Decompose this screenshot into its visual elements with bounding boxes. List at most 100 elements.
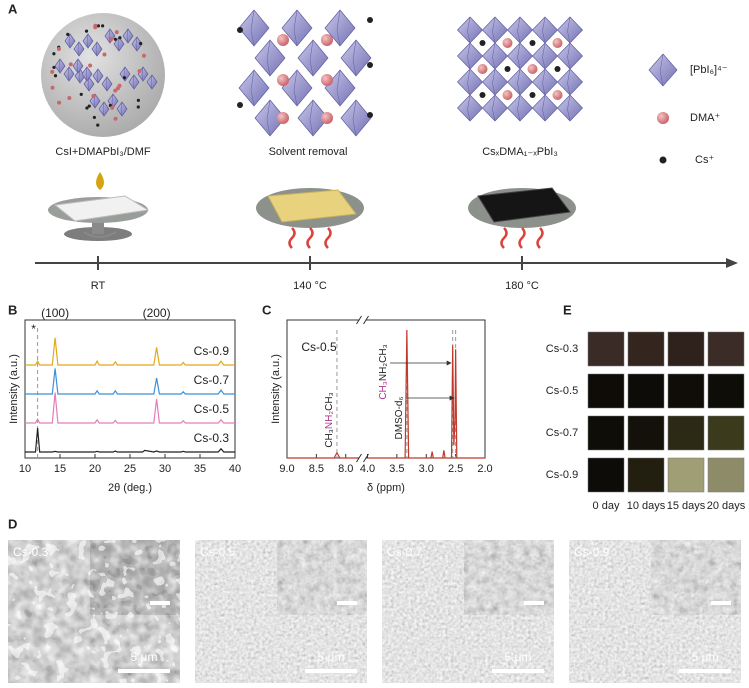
cs-ion xyxy=(85,30,88,33)
octahedron xyxy=(508,43,533,69)
column-label: 20 days xyxy=(707,500,746,512)
dma-ion xyxy=(503,90,513,100)
legend-icon xyxy=(649,54,677,86)
legend-icon xyxy=(657,112,669,124)
timeline-arrow xyxy=(726,258,738,268)
cs-ion xyxy=(66,33,69,36)
x-tick-label: 4.0 xyxy=(360,463,375,475)
film-photo xyxy=(708,416,744,450)
x-axis-label: 2θ (deg.) xyxy=(108,482,152,494)
x-tick-label: 8.5 xyxy=(309,463,324,475)
octahedron xyxy=(483,95,508,121)
peak-annotation: (100) xyxy=(41,306,69,320)
dma-ion xyxy=(109,37,113,41)
octahedron xyxy=(483,69,508,95)
panel-label: E xyxy=(563,302,572,317)
cs-ion xyxy=(52,52,55,55)
spin-coater xyxy=(48,172,148,241)
cs-ion xyxy=(114,38,117,41)
image-label: Cs-0.9 xyxy=(574,545,610,559)
dma-ion xyxy=(93,24,97,28)
cs-ion xyxy=(123,76,126,79)
octahedron xyxy=(533,17,558,43)
octahedron xyxy=(341,40,371,76)
x-tick-label: 40 xyxy=(229,463,241,475)
image-label: Cs-0.5 xyxy=(200,545,236,559)
cs-ion xyxy=(54,74,57,77)
panel-label: D xyxy=(8,516,17,531)
peak-annotation: * xyxy=(31,322,36,336)
x-tick-label: 2.0 xyxy=(477,463,492,475)
cs-ion xyxy=(555,66,561,72)
dma-ion xyxy=(57,101,61,105)
scale-bar-label: 5 μm xyxy=(131,650,158,664)
series-label: Cs-0.3 xyxy=(194,431,230,445)
column-label: 0 day xyxy=(593,500,620,512)
octahedron xyxy=(239,70,269,106)
cs-ion xyxy=(480,40,486,46)
annotation-part: CH₃ xyxy=(324,429,335,448)
cs-ion xyxy=(530,92,536,98)
octahedron xyxy=(508,95,533,121)
cs-ion xyxy=(118,36,121,39)
dma-ion xyxy=(478,64,488,74)
film-photo xyxy=(588,374,624,408)
dma-ion xyxy=(321,34,333,46)
dma-ion xyxy=(321,112,333,124)
annotation-part: NH₂ xyxy=(378,363,389,381)
dma-ion xyxy=(115,30,119,34)
dma-ion xyxy=(51,86,55,90)
film-photo xyxy=(628,416,664,450)
octahedron xyxy=(458,69,483,95)
film-photo xyxy=(588,458,624,492)
dma-ion xyxy=(553,38,563,48)
dma-ion xyxy=(116,86,120,90)
spectrum-line xyxy=(287,453,358,458)
octahedron xyxy=(558,17,583,43)
cs-ion xyxy=(52,66,55,69)
film-photo xyxy=(588,416,624,450)
film-photo xyxy=(708,332,744,366)
cs-ion xyxy=(367,62,373,68)
column-label: 10 days xyxy=(627,500,666,512)
octahedron xyxy=(239,10,269,46)
caption: Solvent removal xyxy=(269,146,348,158)
panel-label: B xyxy=(8,302,17,317)
dma-ion xyxy=(503,38,513,48)
x-tick-label: 20 xyxy=(89,463,101,475)
cs-ion xyxy=(101,24,104,27)
x-tick-label: 25 xyxy=(124,463,136,475)
film-photo xyxy=(668,374,704,408)
caption: CsI+DMAPbI₃/DMF xyxy=(55,146,151,158)
peak-annotation: (200) xyxy=(143,306,171,320)
x-tick-label: 3.5 xyxy=(389,463,404,475)
octahedron xyxy=(558,95,583,121)
octahedron xyxy=(533,43,558,69)
cs-ion xyxy=(96,124,99,127)
annotation-part: CH₃ xyxy=(324,392,335,411)
dma-ion xyxy=(142,54,146,58)
octahedron xyxy=(508,17,533,43)
scheme xyxy=(41,10,677,137)
series-label: Cs-0.9 xyxy=(194,344,230,358)
film-photo xyxy=(628,332,664,366)
film-photo xyxy=(668,458,704,492)
film-photo xyxy=(708,458,744,492)
timeline-label: 180 °C xyxy=(505,280,539,292)
annotation-part: CH₃ xyxy=(378,381,389,400)
film-photo xyxy=(628,458,664,492)
x-tick-label: 35 xyxy=(194,463,206,475)
row-label: Cs-0.3 xyxy=(546,343,578,355)
cs-ion xyxy=(93,116,96,119)
dma-ion xyxy=(88,63,92,67)
dma-ion xyxy=(110,106,114,110)
timeline-label: 140 °C xyxy=(293,280,327,292)
dma-ion xyxy=(69,62,73,66)
cs-ion xyxy=(367,17,373,23)
series-label: Cs-0.5 xyxy=(194,402,230,416)
dma-ion xyxy=(91,94,95,98)
hotplate xyxy=(468,188,576,248)
octahedron xyxy=(341,100,371,136)
